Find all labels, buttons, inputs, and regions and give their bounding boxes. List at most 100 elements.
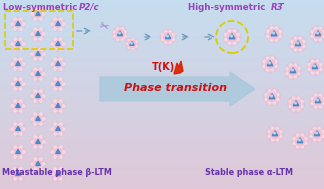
Bar [0,127,324,131]
Ellipse shape [39,98,42,103]
Ellipse shape [314,27,318,31]
Text: Phase transition: Phase transition [123,83,226,93]
Circle shape [313,96,323,106]
Bar [0,122,324,126]
Bar [0,11,324,15]
Ellipse shape [18,154,22,159]
Ellipse shape [321,97,324,101]
Ellipse shape [318,63,322,67]
Ellipse shape [116,27,120,31]
Polygon shape [56,126,60,130]
Ellipse shape [39,76,42,81]
Bar [0,6,324,10]
Bar [0,169,324,174]
Ellipse shape [31,117,36,121]
Ellipse shape [292,97,296,101]
Bar [0,32,324,36]
Ellipse shape [268,130,272,134]
Bar [0,9,324,13]
Circle shape [227,32,237,42]
Ellipse shape [51,62,55,66]
Ellipse shape [59,17,62,22]
Ellipse shape [294,47,298,51]
Ellipse shape [318,37,322,41]
Ellipse shape [314,37,318,41]
Circle shape [296,42,299,44]
Polygon shape [297,138,303,143]
Polygon shape [56,41,60,46]
Ellipse shape [20,82,25,86]
Circle shape [34,70,42,78]
Circle shape [54,40,62,48]
Bar [0,131,324,136]
Ellipse shape [54,99,57,104]
Ellipse shape [59,86,62,91]
Circle shape [31,47,45,61]
Polygon shape [229,34,235,39]
Ellipse shape [59,176,62,180]
Ellipse shape [59,122,62,127]
Bar [0,15,324,20]
Ellipse shape [14,26,17,31]
Circle shape [267,126,284,142]
Ellipse shape [18,26,22,31]
Ellipse shape [39,112,42,117]
Ellipse shape [31,140,36,144]
Polygon shape [117,31,122,36]
Bar [0,42,324,46]
Circle shape [54,20,62,28]
Ellipse shape [39,36,42,41]
Circle shape [263,88,281,106]
Ellipse shape [51,127,55,131]
Ellipse shape [171,33,175,37]
Ellipse shape [14,66,17,70]
Ellipse shape [54,17,57,22]
Ellipse shape [303,141,307,145]
Polygon shape [315,98,321,103]
Circle shape [271,95,272,97]
Ellipse shape [132,38,134,42]
Circle shape [54,125,62,133]
Ellipse shape [40,117,45,121]
Circle shape [309,126,324,142]
Ellipse shape [168,30,172,34]
Ellipse shape [228,40,232,45]
Polygon shape [36,31,40,36]
Bar [0,108,324,112]
Bar [0,134,324,138]
Ellipse shape [18,108,22,112]
Circle shape [31,27,45,41]
Ellipse shape [14,108,17,112]
Bar [0,141,324,145]
Ellipse shape [18,57,22,62]
Ellipse shape [296,144,300,148]
Ellipse shape [321,101,324,105]
Polygon shape [56,149,60,153]
Circle shape [116,30,124,38]
Ellipse shape [31,94,36,98]
Ellipse shape [273,64,277,68]
Ellipse shape [18,86,22,91]
Circle shape [317,32,318,34]
Bar [0,18,324,22]
Ellipse shape [59,167,62,172]
Bar [0,101,324,105]
Ellipse shape [34,144,37,149]
Bar [5,11,73,49]
Ellipse shape [34,7,37,12]
Ellipse shape [296,71,300,75]
Ellipse shape [54,37,57,42]
Ellipse shape [59,131,62,136]
Bar [0,86,324,91]
Circle shape [31,7,45,21]
Ellipse shape [18,66,22,70]
Bar [0,155,324,159]
Ellipse shape [235,37,240,41]
Ellipse shape [321,34,324,38]
Bar [0,171,324,176]
Ellipse shape [11,22,16,26]
Ellipse shape [320,134,324,138]
Bar [0,77,324,81]
Bar [0,138,324,143]
Polygon shape [16,103,20,108]
